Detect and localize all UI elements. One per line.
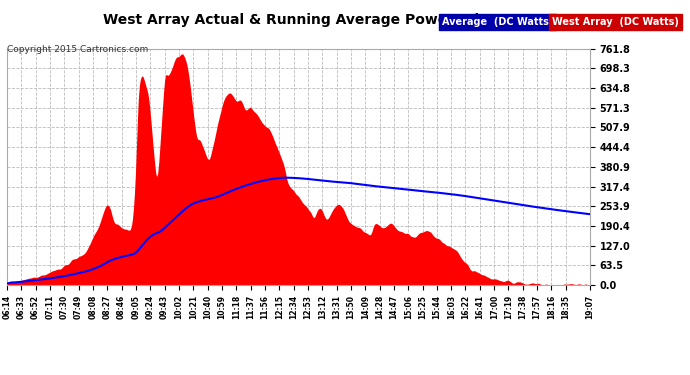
Text: West Array  (DC Watts): West Array (DC Watts) (552, 17, 679, 27)
Text: Copyright 2015 Cartronics.com: Copyright 2015 Cartronics.com (7, 45, 148, 54)
Text: Average  (DC Watts): Average (DC Watts) (442, 17, 553, 27)
Text: West Array Actual & Running Average Power Fri Aug 28 19:07: West Array Actual & Running Average Powe… (103, 13, 587, 27)
